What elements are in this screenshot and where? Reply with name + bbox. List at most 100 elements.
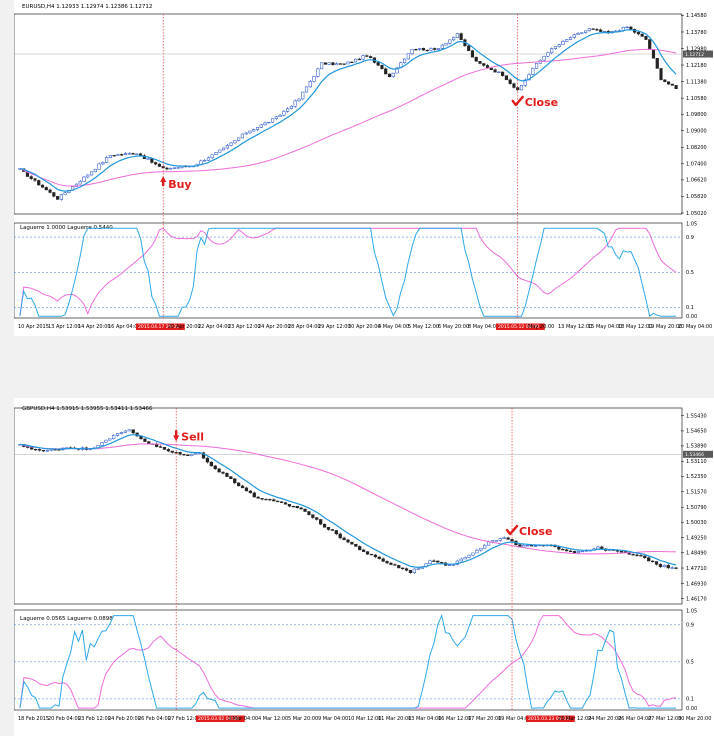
gbpusd-candle-body	[190, 453, 194, 456]
eurusd-x-tick-label: 18 May 12:00	[618, 324, 652, 330]
gbpusd-x-tick-label: 2015.03.23 04:00	[528, 716, 569, 722]
gbpusd-candle-body	[572, 551, 577, 554]
gbpusd-candle-body	[354, 543, 358, 547]
eurusd-candle-body	[135, 153, 139, 155]
gbpusd-candle-body	[463, 557, 467, 560]
gbpusd-y-tick-label: 1.51570	[686, 490, 707, 496]
eurusd-candle-body	[274, 116, 278, 120]
gbpusd-x-tick-label: 20 Feb 04:00	[48, 716, 81, 722]
gbpusd-candle-body	[338, 533, 342, 539]
gbpusd-candle-body	[315, 517, 319, 520]
eurusd-y-tick-label: 1.11380	[686, 79, 707, 85]
gbpusd-candle-body	[377, 556, 381, 559]
gbpusd-candle-body	[248, 490, 252, 494]
eurusd-y-tick-label: 1.05820	[686, 194, 707, 200]
eurusd-candle-body	[293, 100, 297, 107]
eurusd-candle-body	[493, 69, 497, 73]
eurusd-candle-body	[304, 86, 309, 93]
eurusd-indicator-header: Laguerre 1.0000 Laguerre 0.5440	[20, 225, 113, 231]
gbpusd-candle-body	[596, 546, 600, 550]
gbpusd-candle-body	[459, 558, 463, 562]
gbpusd-candle-body	[186, 454, 190, 457]
gbpusd-x-tick-label: 19 Mar 04:00	[498, 716, 531, 722]
eurusd-candle-body	[425, 49, 429, 52]
gbpusd-indicator-tick-label: 0.5	[686, 660, 694, 666]
gbpusd-candle-body	[256, 496, 260, 499]
eurusd-fast-ma-line	[19, 29, 677, 192]
eurusd-candle-body	[169, 168, 173, 170]
gbpusd-candle-body	[670, 567, 674, 569]
gbpusd-slow-ma-line	[19, 443, 677, 555]
gbpusd-candle-body	[600, 546, 604, 550]
eurusd-candle-body	[629, 26, 633, 30]
gbpusd-candle-body	[576, 551, 581, 554]
gbpusd-y-tick-label: 1.54650	[686, 429, 707, 435]
gbpusd-candle-body	[639, 555, 643, 557]
eurusd-x-tick-label: 19 May 20:00	[648, 324, 682, 330]
gbpusd-signal-label-sell: Sell	[181, 430, 204, 443]
eurusd-candle-body	[93, 168, 97, 173]
eurusd-candle-body	[240, 133, 244, 139]
eurusd-candle-body	[154, 162, 158, 165]
eurusd-candle-body	[478, 60, 482, 64]
eurusd-candle-body	[557, 44, 561, 47]
eurusd-candle-body	[263, 122, 267, 126]
eurusd-candle-body	[519, 85, 524, 91]
eurusd-candle-body	[89, 171, 94, 176]
gbpusd-x-tick-label: 30 Mar 20:00	[678, 716, 711, 722]
eurusd-candle-body	[384, 68, 388, 75]
eurusd-candle-body	[523, 79, 527, 86]
eurusd-candle-body	[131, 153, 135, 155]
eurusd-candle-body	[651, 49, 656, 59]
eurusd-candle-body	[440, 44, 444, 49]
eurusd-candle-body	[237, 137, 241, 141]
gbpusd-candle-body	[287, 504, 292, 507]
eurusd-candle-body	[599, 29, 603, 32]
eurusd-indicator-tick-label: 0.5	[686, 270, 694, 276]
eurusd-candle-body	[346, 61, 350, 65]
gbpusd-candle-body	[561, 548, 565, 551]
eurusd-indicator-pane	[14, 222, 683, 319]
gbpusd-indicator-header: Laguerre 0.0565 Laguerre 0.0898	[20, 616, 113, 622]
gbpusd-candle-body	[498, 538, 502, 541]
eurusd-candle-body	[29, 176, 33, 179]
gbpusd-chart-panel[interactable]: GBPUSD,H4 1.53915 1.53955 1.53411 1.5346…	[14, 398, 714, 736]
eurusd-x-tick-label: 2015.05.12 04:00	[498, 324, 539, 330]
gbpusd-candle-body	[182, 453, 186, 456]
eurusd-x-tick-label: 2015.04.17 20:00	[138, 324, 179, 330]
eurusd-candle-body	[97, 163, 101, 170]
gbpusd-y-tick-label: 1.49250	[686, 535, 707, 541]
gbpusd-x-tick-label: 27 Feb 12:00	[168, 716, 201, 722]
gbpusd-candle-body	[658, 564, 663, 568]
gbpusd-candle-body	[389, 562, 393, 565]
eurusd-candle-body	[448, 39, 452, 44]
eurusd-y-tick-label: 1.13780	[686, 30, 707, 36]
gbpusd-candle-body	[201, 452, 206, 459]
eurusd-candle-body	[56, 196, 60, 200]
eurusd-chart-panel[interactable]: EURUSD,H4 1.12933 1.12974 1.12386 1.1271…	[14, 0, 714, 336]
eurusd-candle-body	[410, 49, 414, 54]
eurusd-candle-body	[105, 157, 109, 163]
eurusd-candle-body	[429, 48, 433, 51]
gbpusd-candle-body	[229, 476, 233, 479]
eurusd-close-check-icon	[511, 95, 524, 107]
gbpusd-candle-body	[112, 435, 116, 440]
gbpusd-x-tick-label: 18 Feb 2015	[18, 716, 49, 722]
eurusd-candle-body	[444, 43, 448, 46]
eurusd-candle-body	[286, 108, 290, 112]
eurusd-candle-body	[316, 68, 320, 77]
eurusd-y-tick-label: 1.06620	[686, 178, 707, 184]
eurusd-candle-body	[644, 36, 648, 40]
eurusd-candle-body	[323, 62, 327, 65]
eurusd-signal-label-close: Close	[525, 96, 558, 109]
gbpusd-y-tick-label: 1.46170	[686, 596, 707, 602]
gbpusd-candle-body	[307, 511, 311, 515]
gbpusd-x-tick-label: 24 Mar 20:00	[588, 716, 621, 722]
eurusd-candle-body	[670, 83, 674, 86]
gbpusd-candle-body	[342, 537, 346, 541]
eurusd-candle-body	[655, 57, 659, 69]
eurusd-candle-body	[553, 46, 557, 49]
gbpusd-candle-body	[41, 449, 46, 452]
gbpusd-candle-body	[381, 558, 385, 562]
gbpusd-indicator-pane	[14, 609, 683, 711]
